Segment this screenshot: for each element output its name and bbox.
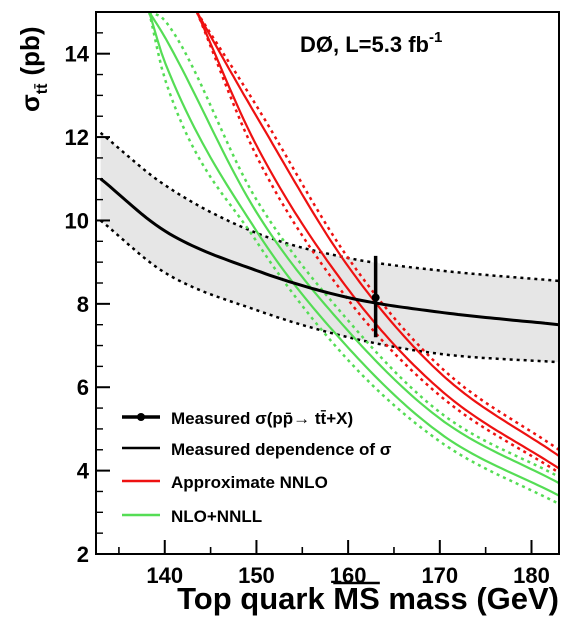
x-tick-label: 150 [238,563,275,588]
measured-dependence-line [99,177,559,327]
approximate-nnlo-upper-line [195,12,559,457]
svg-text:σtt̄(pb): σtt̄ (pb) [15,26,51,112]
y-tick-label: 12 [65,125,89,150]
nlo-nnll-dotted-upper [148,12,559,479]
legend-point-marker [137,413,145,421]
legend-label: Approximate NNLO [171,473,328,492]
x-axis-title: Top quark MS mass (GeV) [177,581,559,616]
legend-label: NLO+NNLL [171,507,262,526]
x-tick-label: 170 [421,563,458,588]
y-tick-label: 2 [77,542,89,567]
measured-band-lower-edge [99,219,559,364]
y-tick-label: 8 [77,292,89,317]
nlo-nnll-lower-line [148,12,559,497]
y-tick-label: 14 [65,42,90,67]
approximate-nnlo-dotted-lower [195,12,559,474]
measured-point [371,293,380,302]
nlo-nnll-upper-line [148,12,559,485]
y-axis-subscript: tt̄ [33,83,51,94]
x-tick-label: 180 [513,563,550,588]
y-axis-title: σtt̄ (pb) [15,26,51,112]
y-axis-symbol: σ [15,94,45,112]
x-tick-label: 140 [146,563,183,588]
experiment-annotation: DØ, L=5.3 fb-1 [300,29,442,57]
y-tick-label: 4 [77,459,90,484]
y-axis-unit: (pb) [15,26,45,75]
measured-uncertainty-band [100,132,559,363]
approximate-nnlo-lower-line [195,12,559,470]
y-tick-label: 6 [77,375,89,400]
y-tick-label: 10 [65,208,89,233]
legend-label: Measured σ(pp̄→ tt̄+X) [171,409,353,428]
nlo-nnll-dotted-lower [147,12,559,506]
legend-label: Measured dependence of σ [171,440,392,459]
